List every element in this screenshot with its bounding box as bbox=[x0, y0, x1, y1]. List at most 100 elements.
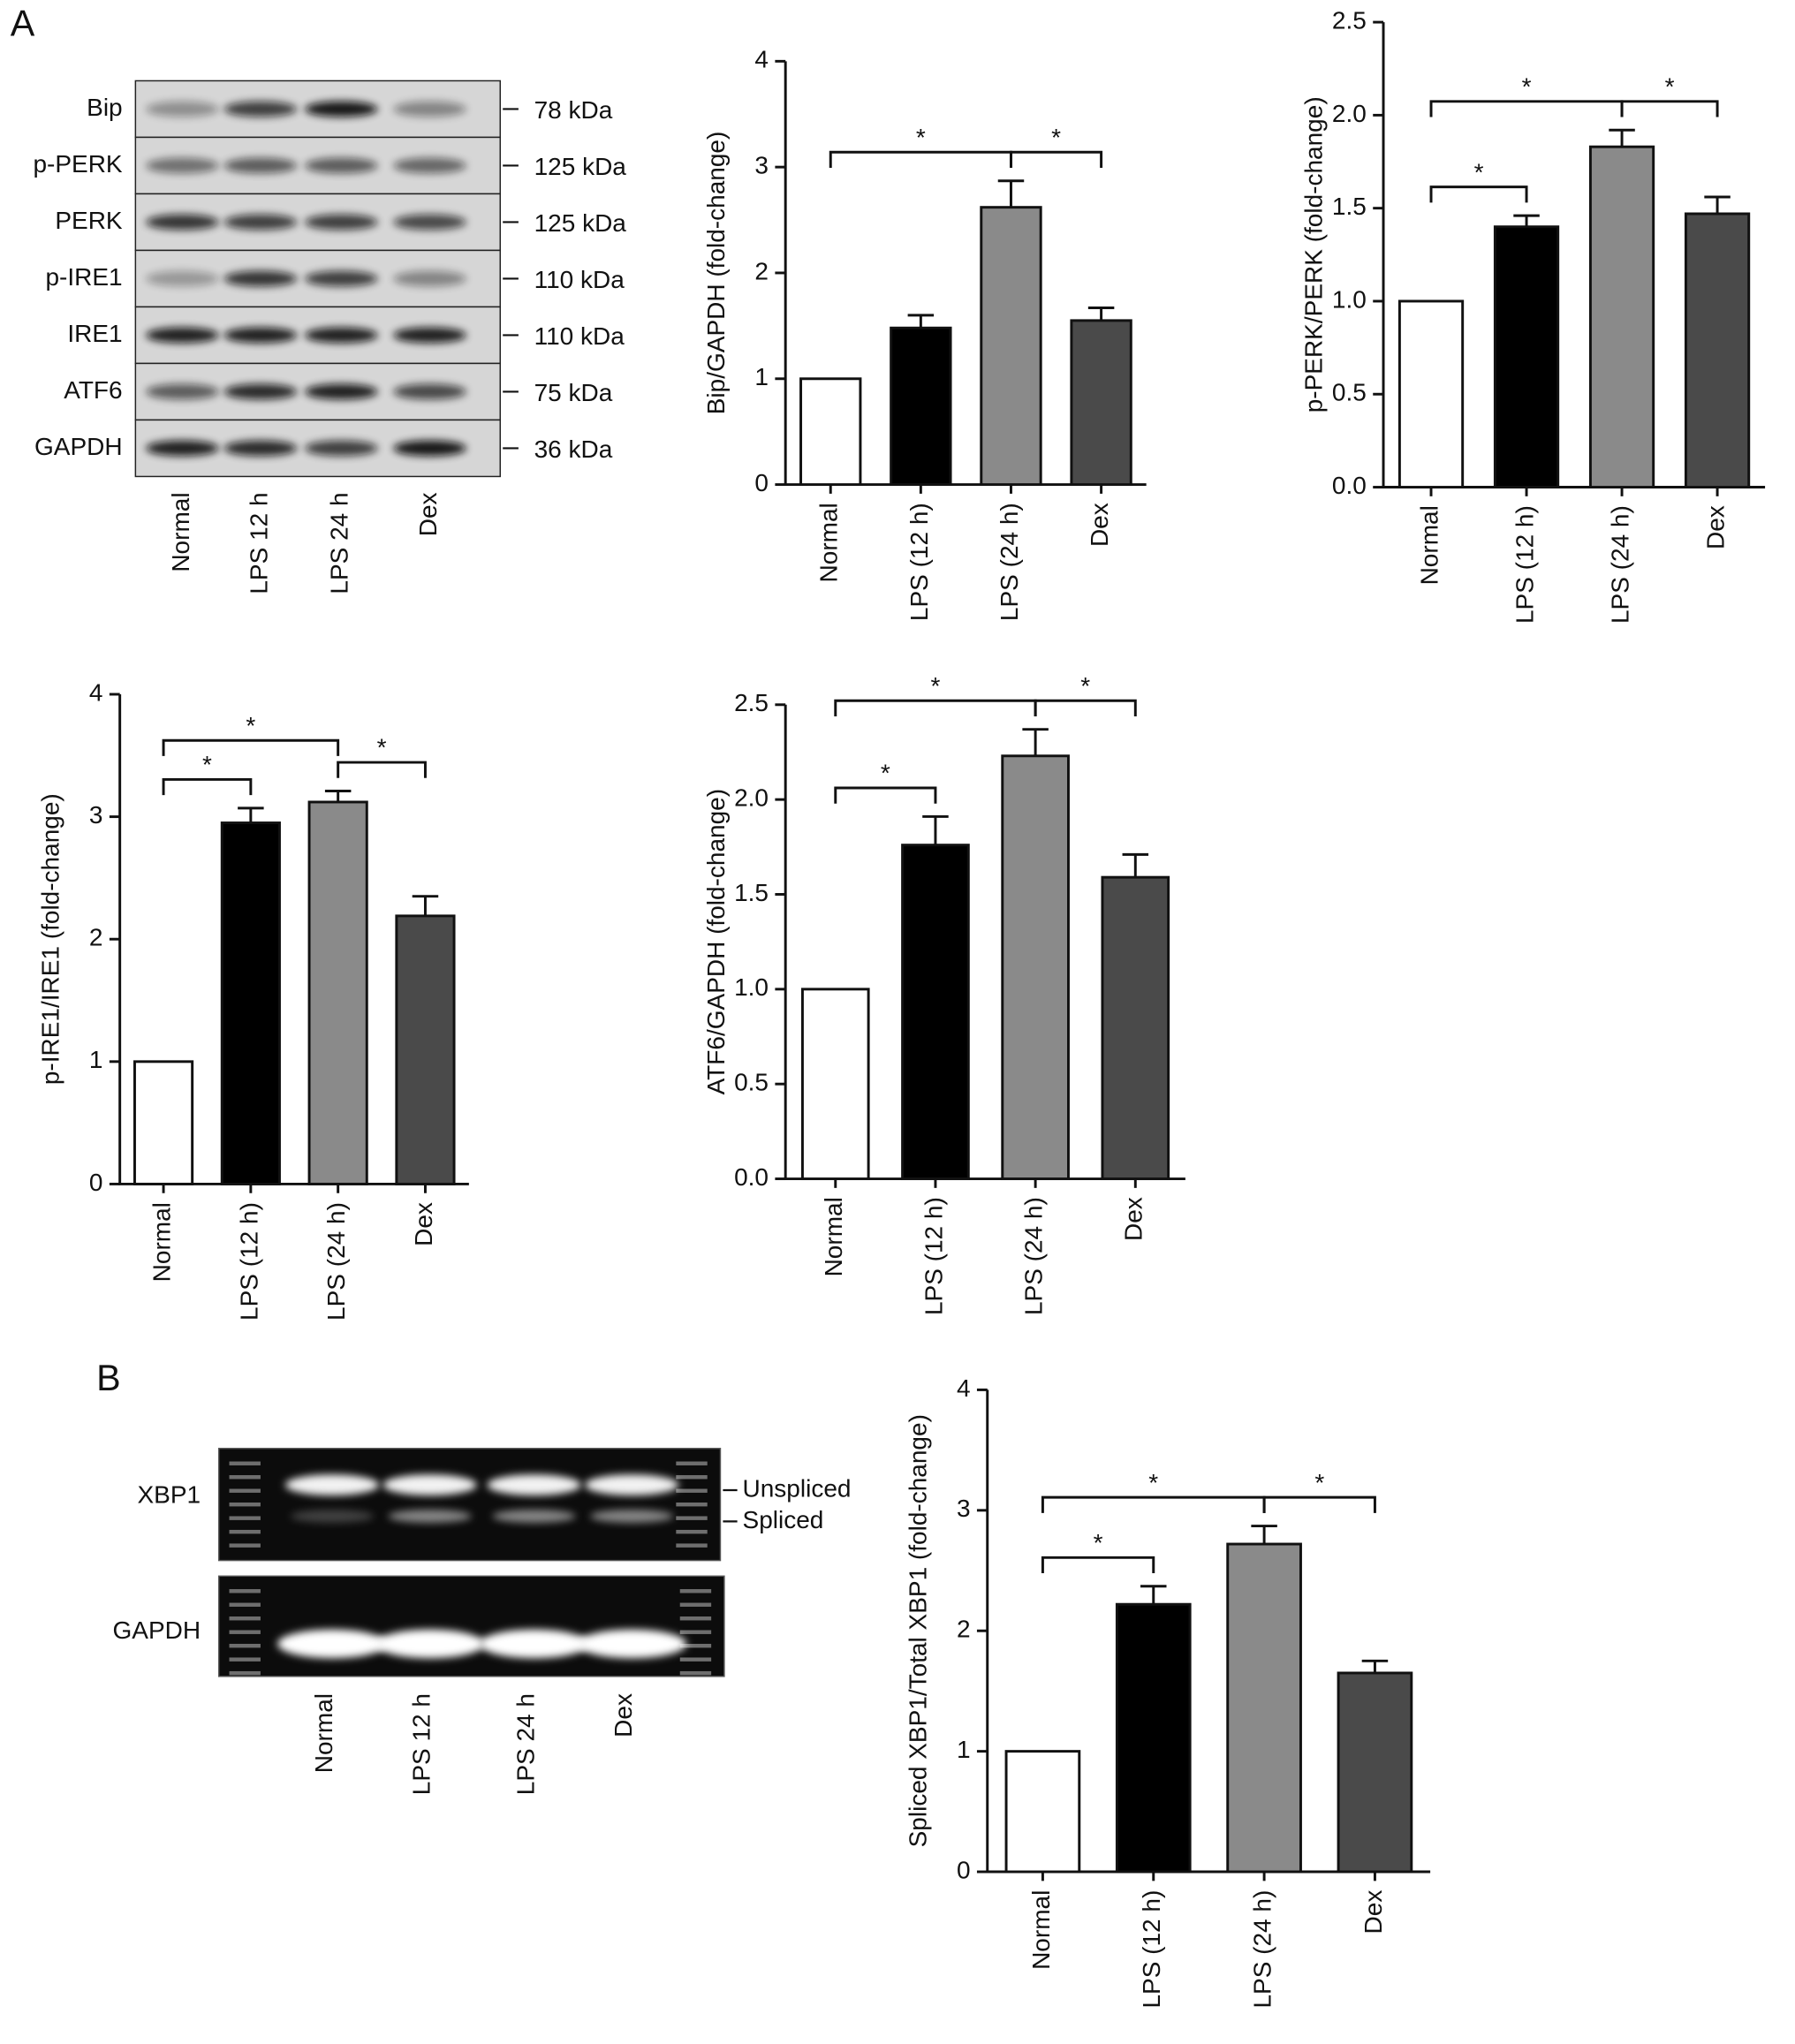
bar bbox=[133, 1060, 194, 1185]
ladder-band bbox=[229, 1657, 261, 1662]
y-tick-label: 2.0 bbox=[1332, 100, 1367, 127]
ladder-band bbox=[676, 1543, 708, 1548]
ladder-band bbox=[229, 1488, 261, 1493]
significance-bracket bbox=[834, 699, 1037, 716]
band-label: Unspliced bbox=[743, 1474, 852, 1502]
y-tick-label: 0.0 bbox=[734, 1163, 769, 1191]
significance-mark: * bbox=[1314, 1469, 1324, 1496]
y-tick-label: 1.0 bbox=[1332, 285, 1367, 313]
ladder-band bbox=[679, 1670, 712, 1676]
blot-band bbox=[146, 440, 219, 457]
blot-band bbox=[393, 101, 466, 117]
error-bar bbox=[1087, 307, 1115, 321]
error-bar bbox=[907, 314, 935, 329]
y-tick-label: 0 bbox=[957, 1856, 971, 1883]
bar bbox=[1115, 1602, 1192, 1874]
bar bbox=[890, 326, 952, 487]
gel-band bbox=[479, 1629, 589, 1659]
blot-band bbox=[393, 440, 466, 457]
x-tick-label: LPS (12 h) bbox=[920, 1197, 947, 1315]
error-bar bbox=[412, 895, 439, 916]
ladder-band bbox=[679, 1616, 712, 1621]
bar bbox=[1588, 145, 1655, 489]
gel-band bbox=[589, 1510, 674, 1523]
y-tick-label: 4 bbox=[957, 1374, 971, 1402]
significance-mark: * bbox=[1094, 1529, 1103, 1556]
bar bbox=[1493, 225, 1560, 489]
protein-label: ATF6 bbox=[64, 376, 122, 404]
y-tick-label: 2 bbox=[957, 1616, 971, 1643]
panel-label: B bbox=[96, 1358, 121, 1398]
ladder-band bbox=[679, 1602, 712, 1607]
ladder-band bbox=[229, 1461, 261, 1465]
lane-label: LPS 24 h bbox=[512, 1693, 540, 1795]
bar bbox=[799, 377, 862, 487]
significance-mark: * bbox=[930, 672, 940, 700]
error-bar bbox=[1609, 128, 1635, 148]
x-tick-label: LPS (24 h) bbox=[1249, 1890, 1276, 2009]
gel-band bbox=[284, 1474, 380, 1495]
ladder-band bbox=[676, 1529, 708, 1534]
x-tick-label: LPS (12 h) bbox=[1511, 505, 1538, 624]
x-tick-label: Dex bbox=[1701, 505, 1729, 549]
ladder-band bbox=[679, 1589, 712, 1594]
lane-label: Dex bbox=[610, 1693, 637, 1737]
x-tick-label: Dex bbox=[410, 1202, 437, 1246]
x-tick-label: Dex bbox=[1086, 503, 1113, 547]
blot-band bbox=[305, 101, 378, 117]
blot-band bbox=[393, 327, 466, 344]
x-tick-label: Dex bbox=[1360, 1890, 1387, 1934]
x-tick-label: LPS (12 h) bbox=[1138, 1890, 1165, 2009]
bar bbox=[395, 914, 456, 1185]
significance-bracket bbox=[1041, 1495, 1266, 1513]
significance-mark: * bbox=[1080, 672, 1090, 700]
y-tick-label: 2.0 bbox=[734, 784, 769, 812]
gene-label: GAPDH bbox=[113, 1616, 201, 1644]
protein-label: p-IRE1 bbox=[45, 263, 122, 291]
error-bar bbox=[1022, 728, 1049, 756]
bar bbox=[1337, 1671, 1413, 1874]
significance-bracket bbox=[1010, 150, 1103, 168]
ladder-band bbox=[679, 1643, 712, 1648]
blot-band bbox=[305, 440, 378, 457]
error-bar bbox=[1140, 1585, 1167, 1605]
x-tick-label: Normal bbox=[820, 1197, 847, 1276]
protein-label: Bip bbox=[87, 94, 122, 121]
blot-band bbox=[393, 214, 466, 231]
significance-bracket bbox=[829, 150, 1012, 168]
x-tick-label: Dex bbox=[1120, 1197, 1147, 1241]
y-tick-label: 3 bbox=[754, 152, 769, 179]
ladder-band bbox=[229, 1616, 261, 1621]
significance-bracket bbox=[1620, 100, 1719, 117]
protein-label: GAPDH bbox=[34, 433, 123, 460]
y-tick-label: 1 bbox=[957, 1736, 971, 1763]
panel-label: A bbox=[11, 3, 35, 43]
bar bbox=[307, 800, 368, 1185]
ladder-band bbox=[676, 1516, 708, 1520]
blot-band bbox=[223, 383, 298, 400]
y-tick-label: 2 bbox=[89, 924, 103, 951]
gel-band bbox=[577, 1629, 687, 1659]
y-tick-label: 1 bbox=[89, 1046, 103, 1073]
significance-bracket bbox=[162, 777, 253, 796]
size-label: 110 kDa bbox=[534, 266, 625, 293]
x-tick-label: LPS (12 h) bbox=[905, 503, 933, 621]
bar bbox=[901, 844, 970, 1181]
size-label: 75 kDa bbox=[534, 379, 613, 406]
significance-mark: * bbox=[246, 712, 255, 739]
significance-bracket bbox=[162, 738, 340, 756]
y-tick-label: 1 bbox=[754, 363, 769, 390]
error-bar bbox=[1513, 214, 1540, 227]
y-axis-label: Spliced XBP1/Total XBP1 (fold-change) bbox=[904, 1414, 931, 1847]
y-tick-label: 4 bbox=[754, 46, 769, 73]
x-tick-label: Normal bbox=[148, 1202, 175, 1282]
lane-label: Normal bbox=[310, 1693, 337, 1773]
ladder-band bbox=[229, 1589, 261, 1594]
bar bbox=[800, 988, 870, 1181]
error-bar bbox=[1122, 852, 1149, 878]
ladder-band bbox=[229, 1670, 261, 1676]
size-label: 78 kDa bbox=[534, 96, 613, 124]
ladder-band bbox=[229, 1502, 261, 1507]
y-tick-label: 1.0 bbox=[734, 973, 769, 1001]
x-tick-label: LPS (24 h) bbox=[1020, 1197, 1048, 1315]
